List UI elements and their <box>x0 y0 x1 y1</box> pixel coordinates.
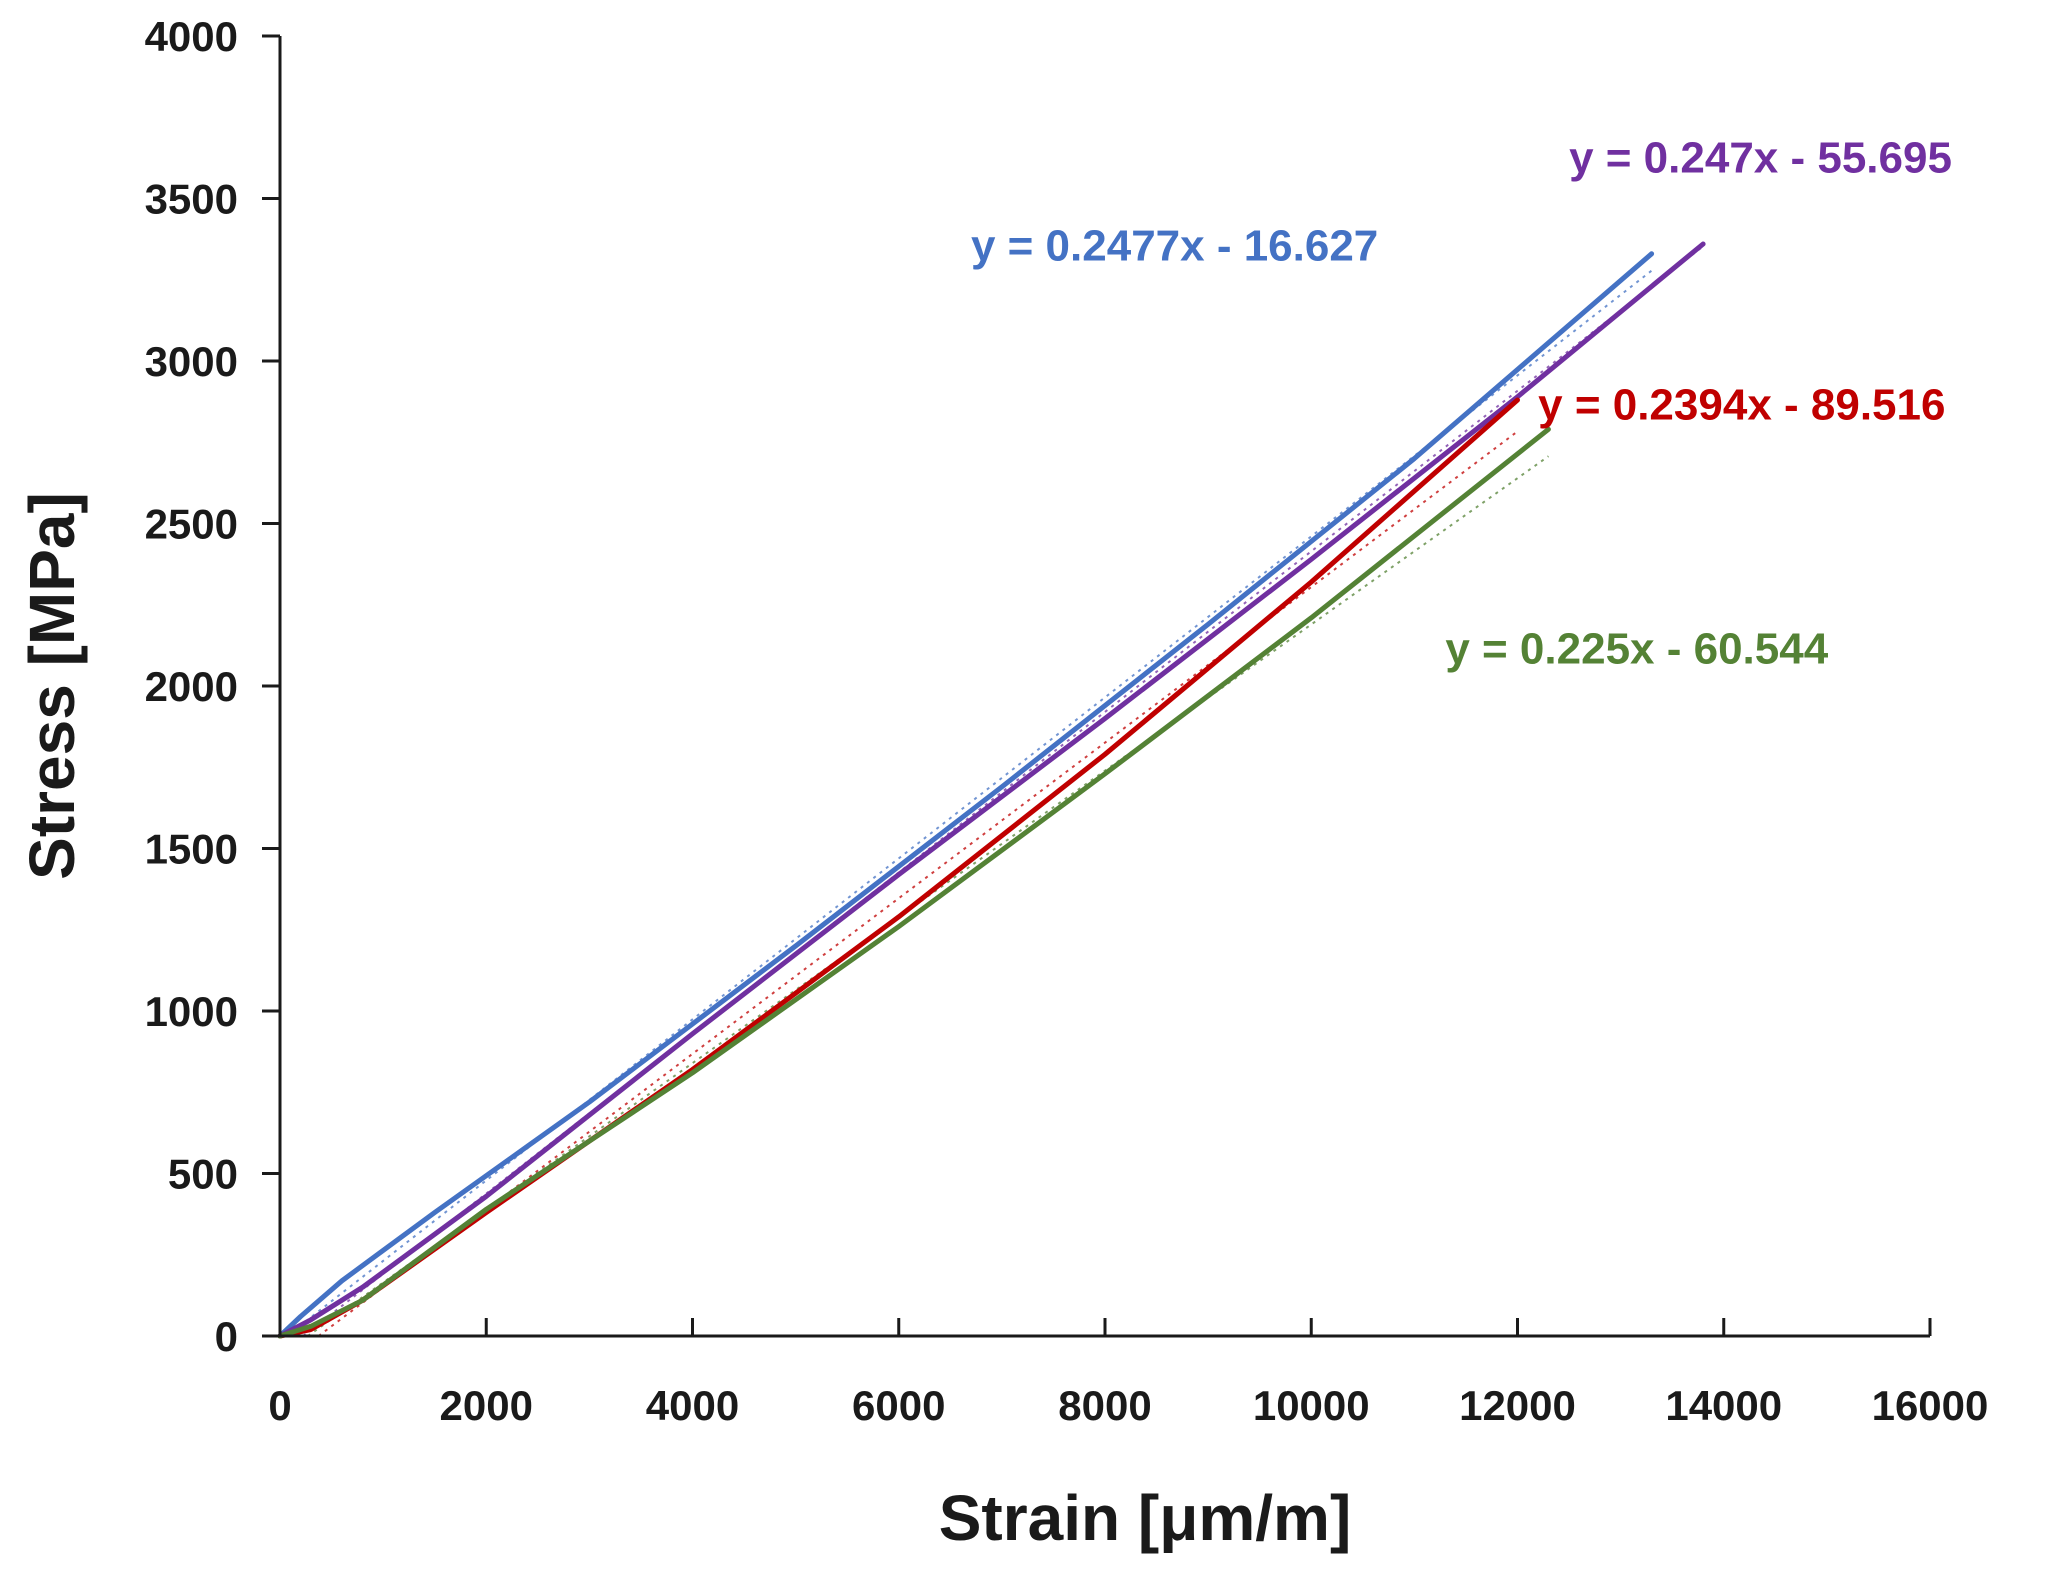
trendline-equations: y = 0.2477x - 16.627 y = 0.247x - 55.695 y… <box>971 134 1952 674</box>
trendline-equation-label: y = 0.247x - 55.695 <box>1569 134 1952 183</box>
y-tick-label: 3000 <box>145 338 238 385</box>
x-tick-label: 16000 <box>1872 1382 1989 1429</box>
y-tick-label: 0 <box>215 1313 238 1360</box>
x-tick-label: 14000 <box>1665 1382 1782 1429</box>
y-axis-ticks: 0 500 1000 1500 2000 2500 3000 3500 4000 <box>145 13 280 1360</box>
y-tick-label: 2500 <box>145 501 238 548</box>
x-tick-label: 2000 <box>440 1382 533 1429</box>
blue-series-line <box>277 251 1655 1339</box>
x-tick-label: 0 <box>268 1382 291 1429</box>
green-series-line <box>277 426 1551 1339</box>
y-tick-label: 2000 <box>145 663 238 710</box>
trendline-equation-label: y = 0.225x - 60.544 <box>1445 624 1828 673</box>
x-tick-label: 12000 <box>1459 1382 1576 1429</box>
x-tick-label: 4000 <box>646 1382 739 1429</box>
y-tick-label: 500 <box>168 1151 238 1198</box>
trendline-equation-label: y = 0.2477x - 16.627 <box>971 221 1378 270</box>
y-tick-label: 4000 <box>145 13 238 60</box>
x-axis-ticks: 0 2000 4000 6000 8000 10000 12000 14000 16000 <box>268 1318 1988 1429</box>
y-tick-label: 3500 <box>145 176 238 223</box>
x-tick-label: 10000 <box>1253 1382 1370 1429</box>
y-tick-label: 1500 <box>145 826 238 873</box>
x-axis-title: Strain [μm/m] <box>939 1482 1352 1554</box>
x-tick-label: 6000 <box>852 1382 945 1429</box>
purple-series-line <box>277 241 1706 1339</box>
trendline-equation-label: y = 0.2394x - 89.516 <box>1538 381 1945 430</box>
x-tick-label: 8000 <box>1058 1382 1151 1429</box>
y-tick-label: 1000 <box>145 988 238 1035</box>
data-series <box>277 241 1706 1339</box>
y-axis-title: Stress [MPa] <box>16 492 88 880</box>
